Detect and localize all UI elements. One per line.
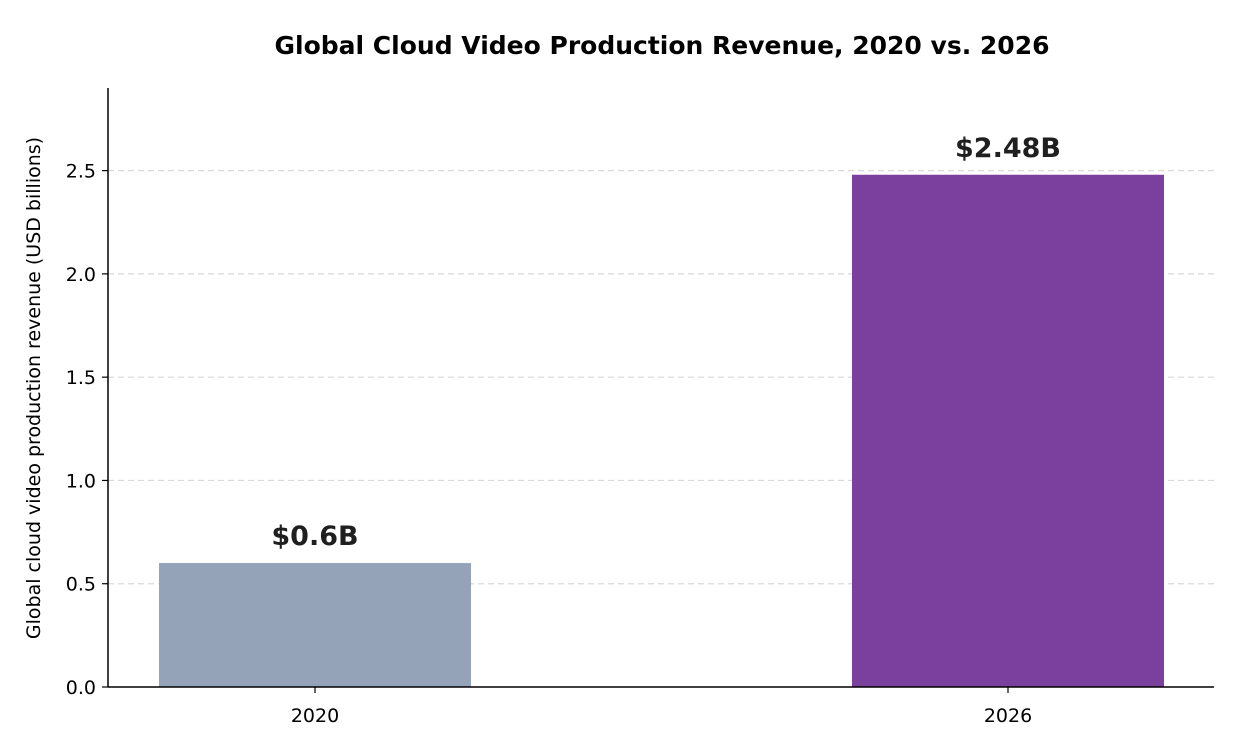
y-tick-label: 2.5 bbox=[66, 161, 96, 183]
bar bbox=[159, 563, 471, 687]
x-ticks: 2020 2026 bbox=[291, 687, 1032, 727]
bar-value-label: $2.48B bbox=[955, 133, 1061, 164]
x-tick-label: 2020 bbox=[291, 705, 339, 727]
x-tick-label: 2026 bbox=[984, 705, 1032, 727]
y-axis-label: Global cloud video production revenue (U… bbox=[23, 137, 45, 639]
y-tick-label: 2.0 bbox=[66, 264, 96, 286]
bar bbox=[852, 174, 1164, 688]
y-tick-label: 1.0 bbox=[66, 470, 96, 492]
bars bbox=[159, 174, 1164, 688]
y-tick-label: 0.0 bbox=[66, 677, 96, 699]
axes bbox=[107, 88, 1214, 688]
y-ticks: 0.0 0.5 1.0 1.5 2.0 2.5 bbox=[66, 161, 108, 699]
data-labels: $0.6B $2.48B bbox=[271, 133, 1061, 552]
chart-title: Global Cloud Video Production Revenue, 2… bbox=[275, 31, 1050, 60]
y-tick-label: 0.5 bbox=[66, 574, 96, 596]
y-tick-label: 1.5 bbox=[66, 367, 96, 389]
bar-value-label: $0.6B bbox=[271, 521, 358, 552]
